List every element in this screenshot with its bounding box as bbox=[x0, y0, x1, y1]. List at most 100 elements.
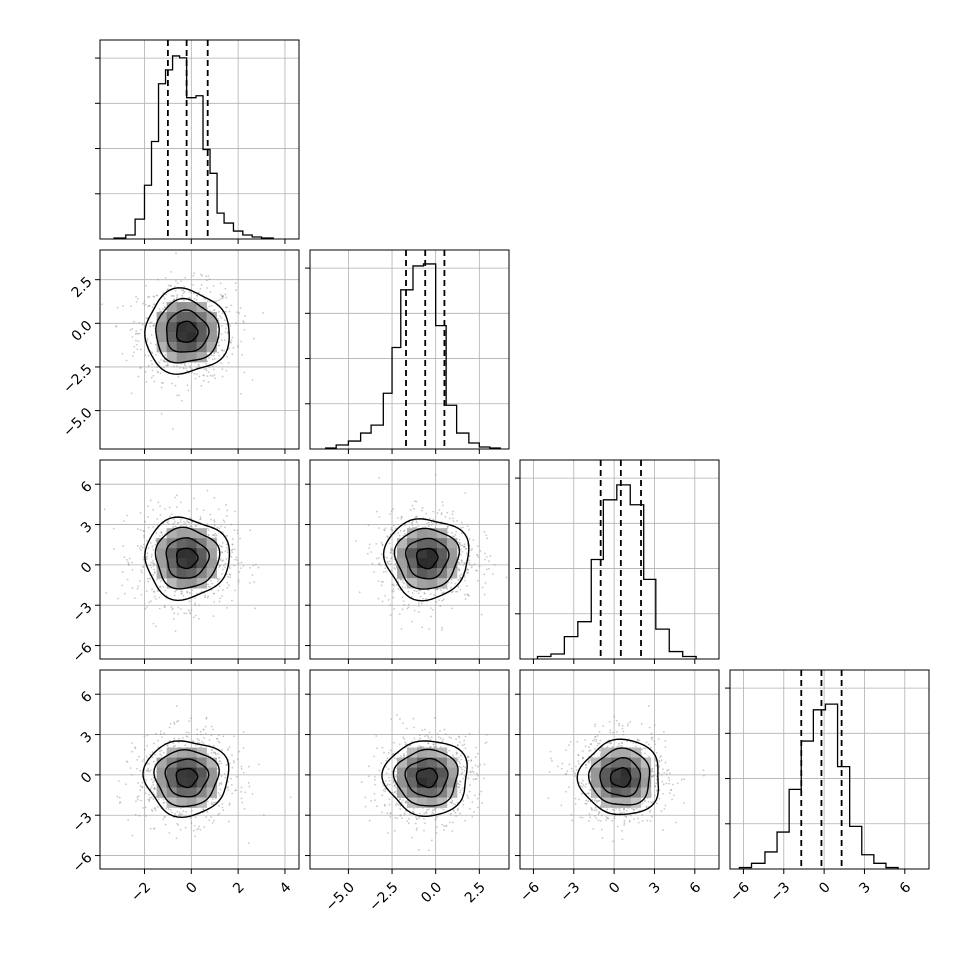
sample-point bbox=[149, 342, 152, 345]
sample-point bbox=[210, 589, 213, 591]
sample-point bbox=[147, 580, 150, 583]
sample-point bbox=[164, 276, 167, 279]
sample-point bbox=[153, 595, 156, 598]
sample-point bbox=[159, 535, 161, 537]
sample-point bbox=[473, 563, 476, 565]
joint-panel-r3-c1 bbox=[305, 669, 510, 874]
sample-point bbox=[404, 801, 407, 804]
sample-point bbox=[427, 735, 429, 738]
sample-point bbox=[152, 561, 154, 564]
sample-point bbox=[415, 815, 417, 818]
sample-point bbox=[409, 509, 412, 511]
density-cell bbox=[406, 558, 418, 569]
sample-point bbox=[226, 573, 228, 576]
sample-point bbox=[451, 801, 453, 803]
sample-point bbox=[173, 594, 176, 597]
sample-point bbox=[192, 616, 195, 619]
sample-point bbox=[401, 585, 404, 588]
sample-point bbox=[191, 589, 194, 592]
sample-point bbox=[406, 820, 409, 823]
sample-point bbox=[407, 590, 410, 593]
sample-point bbox=[141, 786, 144, 789]
sample-point bbox=[655, 751, 658, 754]
contour-line bbox=[175, 320, 199, 343]
density-cell bbox=[416, 757, 428, 768]
sample-point bbox=[221, 803, 224, 805]
sample-point bbox=[131, 327, 134, 330]
sample-point bbox=[440, 628, 443, 631]
sample-point bbox=[220, 573, 223, 575]
sample-point bbox=[164, 816, 167, 818]
sample-point bbox=[464, 579, 467, 582]
sample-point bbox=[176, 822, 179, 825]
sample-point bbox=[442, 738, 445, 741]
sample-point bbox=[471, 547, 474, 550]
contour-line bbox=[404, 757, 449, 798]
sample-point bbox=[145, 590, 148, 592]
sample-point bbox=[401, 581, 404, 583]
sample-point bbox=[402, 578, 405, 581]
density-cell bbox=[166, 777, 177, 788]
sample-point bbox=[193, 824, 196, 827]
sample-point bbox=[156, 366, 159, 369]
sample-point bbox=[224, 566, 226, 569]
sample-point bbox=[182, 289, 185, 292]
sample-point bbox=[384, 804, 386, 807]
sample-point bbox=[154, 807, 157, 809]
sample-point bbox=[228, 804, 231, 806]
sample-point bbox=[153, 807, 156, 810]
sample-point bbox=[191, 810, 193, 812]
sample-point bbox=[445, 824, 448, 827]
sample-point bbox=[152, 791, 155, 794]
density-cell bbox=[166, 767, 177, 778]
sample-point bbox=[426, 742, 429, 745]
sample-point bbox=[230, 784, 233, 786]
sample-point bbox=[424, 822, 426, 825]
sample-point bbox=[160, 386, 163, 389]
sample-point bbox=[243, 328, 246, 331]
sample-point bbox=[167, 284, 170, 287]
sample-point bbox=[383, 751, 385, 754]
sample-point bbox=[214, 752, 217, 755]
sample-point bbox=[208, 356, 210, 359]
sample-point bbox=[208, 819, 211, 822]
sample-point bbox=[223, 319, 226, 322]
sample-point bbox=[441, 504, 444, 507]
sample-point bbox=[164, 353, 167, 356]
sample-point bbox=[430, 523, 433, 526]
sample-point bbox=[186, 520, 189, 522]
density-cell bbox=[156, 568, 167, 579]
sample-point bbox=[154, 353, 157, 356]
sample-point bbox=[140, 593, 143, 596]
sample-point bbox=[474, 764, 477, 767]
sample-point bbox=[207, 275, 210, 277]
sample-point bbox=[218, 578, 221, 580]
sample-point bbox=[658, 759, 661, 762]
density-cell bbox=[446, 777, 458, 788]
density-cell bbox=[196, 558, 207, 569]
sample-point bbox=[455, 738, 458, 740]
sample-point bbox=[483, 552, 486, 555]
sample-point bbox=[416, 521, 418, 524]
density-cell bbox=[196, 332, 207, 343]
sample-point bbox=[228, 310, 231, 313]
sample-point bbox=[210, 749, 213, 752]
sample-point bbox=[578, 782, 581, 784]
sample-point bbox=[220, 362, 223, 364]
sample-point bbox=[117, 597, 119, 600]
sample-point bbox=[199, 517, 202, 520]
sample-point bbox=[160, 754, 163, 757]
sample-point bbox=[137, 340, 140, 343]
sample-point bbox=[249, 566, 252, 569]
sample-point bbox=[228, 746, 231, 748]
sample-point bbox=[585, 783, 588, 786]
density-cell bbox=[176, 548, 187, 559]
sample-point bbox=[388, 779, 391, 782]
sample-point bbox=[218, 784, 221, 787]
contour-line bbox=[392, 748, 459, 807]
sample-point bbox=[219, 597, 222, 600]
sample-point bbox=[389, 604, 392, 607]
sample-point bbox=[449, 813, 452, 816]
sample-point bbox=[147, 767, 149, 770]
sample-point bbox=[386, 784, 388, 787]
